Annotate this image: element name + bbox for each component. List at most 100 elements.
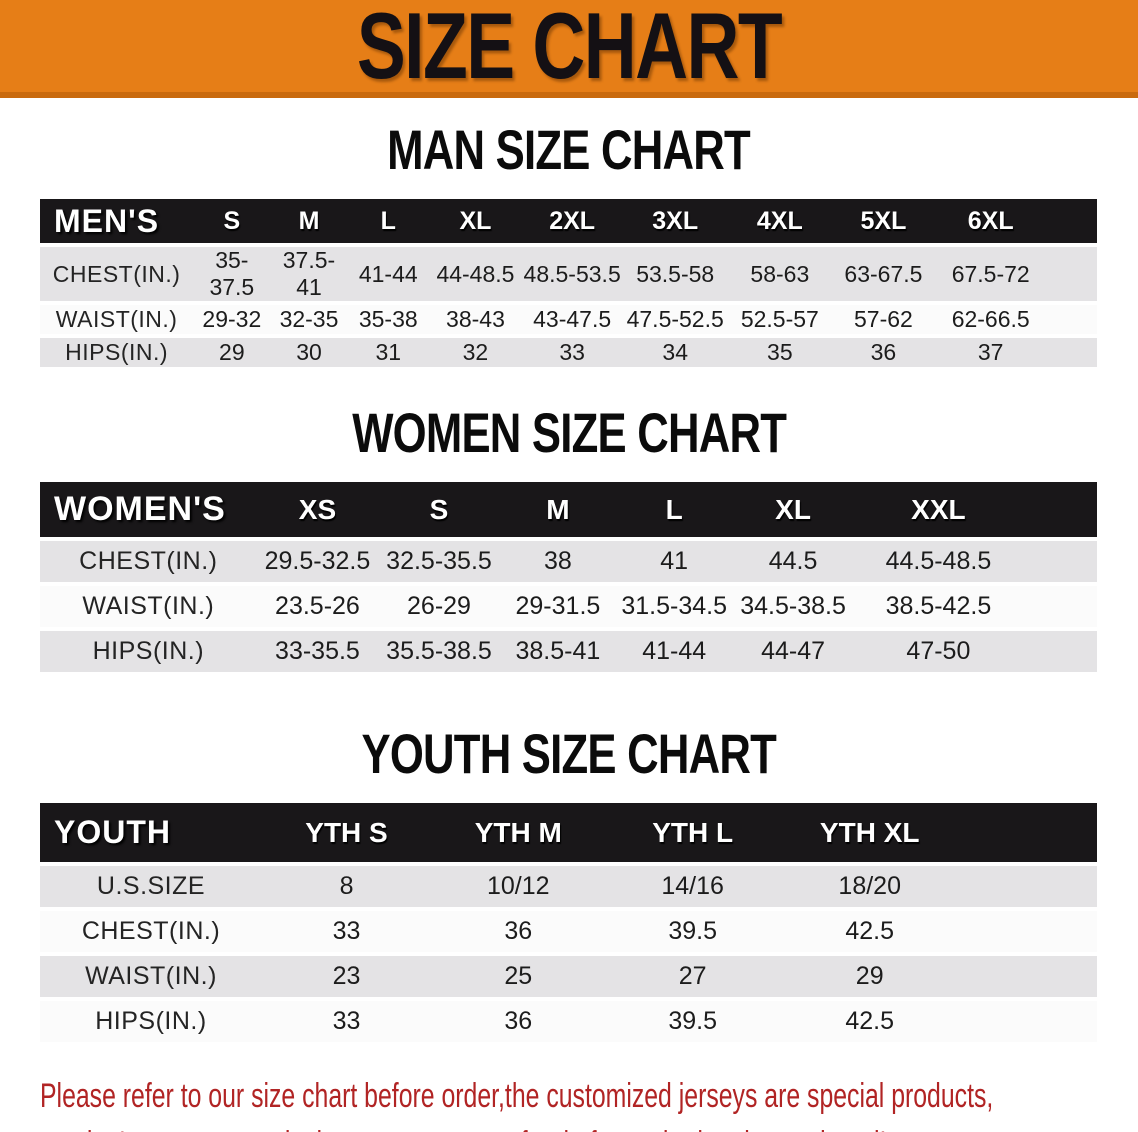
women-cell-1-4: 34.5-38.5 [740,592,846,620]
size-chart-banner: SIZE CHART [0,0,1138,98]
women-cell-0-1: 32.5-35.5 [386,547,492,575]
men-size-header-8: 6XL [967,206,1014,235]
men-row-0: CHEST(IN.) 35-37.5 37.5-41 41-44 44-48.5 48.5… [40,245,1097,303]
men-size-header-2: L [380,206,396,235]
banner-title: SIZE CHART [356,0,783,98]
men-heading-text: MAN SIZE CHART [387,118,752,181]
men-row-spacer-2 [1046,336,1097,369]
women-cell-2-4: 44-47 [761,637,826,665]
men-size-header-7: 5XL [860,206,907,235]
youth-cell-1-2: 39.5 [668,917,717,945]
youth-size-header-3: YTH XL [819,816,920,848]
men-size-header-6: 4XL [756,206,803,235]
men-cell-2-6: 35 [767,339,793,365]
youth-row-spacer-1 [960,909,1097,954]
men-cell-1-7: 57-62 [854,306,913,332]
men-cell-0-5: 53.5-58 [636,260,715,287]
youth-row-2: WAIST(IN.) 23 25 27 29 [40,954,1097,999]
men-cell-1-0: 29-32 [202,306,262,332]
men-cell-0-4: 48.5-53.5 [523,260,621,287]
women-cell-1-5: 38.5-42.5 [885,592,992,620]
youth-cell-1-3: 42.5 [845,917,895,945]
men-cell-1-3: 38-43 [446,306,505,332]
women-row-label-0: CHEST(IN.) [79,547,218,575]
women-size-header-4: XL [775,493,811,525]
men-cell-2-3: 32 [462,339,489,365]
youth-cell-3-0: 33 [332,1007,361,1035]
youth-table-label: YOUTH [54,814,171,850]
women-row-label-1: WAIST(IN.) [82,592,215,620]
youth-size-header-1: YTH M [474,816,562,848]
women-cell-2-5: 47-50 [906,637,971,665]
youth-cell-3-2: 39.5 [668,1007,717,1035]
men-cell-0-7: 63-67.5 [844,260,923,287]
men-table-label: MEN'S [54,202,160,239]
youth-section-heading: YOUTH SIZE CHART [0,726,1138,782]
men-cell-1-4: 43-47.5 [533,306,612,332]
youth-row-label-1: CHEST(IN.) [81,917,221,945]
men-header-spacer [1046,199,1097,245]
men-cell-1-8: 62-66.5 [951,306,1030,332]
women-size-header-0: XS [298,493,337,525]
disclaimer-line-1: Please refer to our size chart before or… [40,1077,994,1115]
women-cell-0-4: 44.5 [768,547,818,575]
women-cell-2-0: 33-35.5 [275,637,360,665]
men-cell-1-6: 52.5-57 [740,306,819,332]
women-cell-2-1: 35.5-38.5 [386,637,492,665]
youth-row-label-2: WAIST(IN.) [85,962,217,990]
youth-cell-0-2: 14/16 [661,872,724,900]
women-size-table: WOMEN'S XS S M L XL XXL CHEST(IN.) 29.5-32.5 32.… [40,482,1097,676]
disclaimer: Please refer to our size chart before or… [40,1072,1138,1132]
disclaimer-line-2: we don't accept cancel, change, teturn o… [40,1120,886,1132]
women-row-2: HIPS(IN.) 33-35.5 35.5-38.5 38.5-41 41-44 44-… [40,629,1097,674]
youth-cell-1-1: 36 [504,917,533,945]
men-section-heading: MAN SIZE CHART [0,122,1138,178]
youth-cell-2-3: 29 [855,962,884,990]
youth-cell-0-1: 10/12 [486,872,550,900]
men-cell-1-1: 32-35 [279,306,339,332]
men-section: MAN SIZE CHART MEN'S S M L XL 2XL 3XL 4XL 5XL 6XL… [0,122,1138,371]
women-section: WOMEN SIZE CHART WOMEN'S XS S M L XL XXL CHEST… [0,405,1138,676]
youth-size-header-2: YTH L [652,816,734,848]
youth-size-table: YOUTH YTH S YTH M YTH L YTH XL U.S.SIZE 8 10/1… [40,803,1097,1046]
men-cell-0-2: 41-44 [358,260,418,287]
men-cell-1-5: 47.5-52.5 [626,306,724,332]
men-size-header-0: S [223,206,241,235]
men-cell-2-4: 33 [559,339,585,365]
youth-section: YOUTH SIZE CHART YOUTH YTH S YTH M YTH L YTH… [0,726,1138,1046]
women-table-label: WOMEN'S [54,490,226,528]
youth-cell-1-0: 33 [332,917,361,945]
men-cell-2-5: 34 [662,339,688,365]
youth-cell-3-1: 36 [504,1007,533,1035]
women-row-spacer-2 [1023,629,1097,674]
men-cell-2-1: 30 [296,339,322,365]
women-row-0: CHEST(IN.) 29.5-32.5 32.5-35.5 38 41 44.5 44.5… [40,539,1097,584]
women-size-header-2: M [546,493,570,525]
women-cell-1-2: 29-31.5 [515,592,601,620]
women-heading-text: WOMEN SIZE CHART [351,401,787,464]
men-size-header-5: 3XL [652,206,699,235]
women-cell-1-1: 26-29 [407,592,471,620]
men-row-label-2: HIPS(IN.) [65,339,169,365]
youth-cell-2-1: 25 [504,962,533,990]
women-cell-2-2: 38.5-41 [515,637,601,665]
women-cell-1-3: 31.5-34.5 [621,592,727,620]
youth-row-0: U.S.SIZE 8 10/12 14/16 18/20 [40,864,1097,909]
men-row-label-1: WAIST(IN.) [55,306,178,332]
women-size-header-1: S [429,493,449,525]
women-size-header-5: XXL [911,493,966,525]
men-cell-0-3: 44-48.5 [436,260,515,287]
youth-header-spacer [960,803,1097,864]
men-cell-2-0: 29 [219,339,245,365]
women-cell-0-0: 29.5-32.5 [264,547,371,575]
youth-cell-0-0: 8 [339,872,354,900]
youth-row-3: HIPS(IN.) 33 36 39.5 42.5 [40,999,1097,1044]
youth-cell-2-0: 23 [332,962,361,990]
men-cell-0-6: 58-63 [750,260,810,287]
women-row-1: WAIST(IN.) 23.5-26 26-29 29-31.5 31.5-34.5 34… [40,584,1097,629]
youth-row-label-3: HIPS(IN.) [95,1007,207,1035]
men-cell-0-0: 35-37.5 [209,247,255,300]
men-header-row: MEN'S S M L XL 2XL 3XL 4XL 5XL 6XL [40,199,1097,245]
women-header-spacer [1023,482,1097,539]
women-size-header-3: L [665,493,683,525]
